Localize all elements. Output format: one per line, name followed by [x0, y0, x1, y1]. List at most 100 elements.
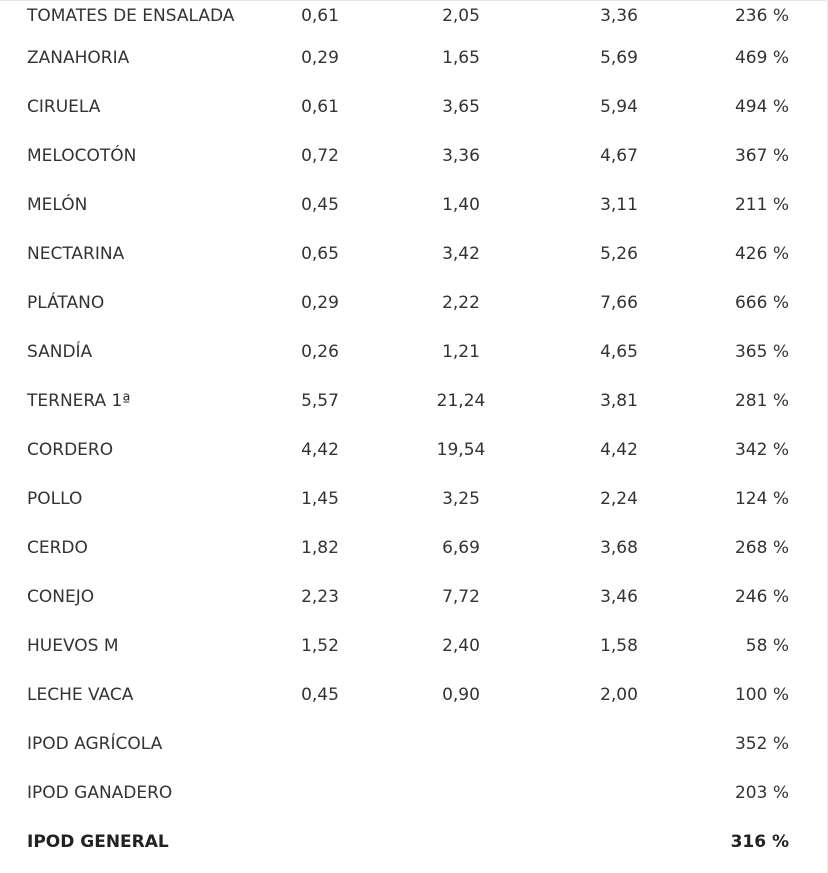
cell-percent-difference: 342 %: [734, 440, 789, 460]
cell-price-multiplier: [544, 720, 694, 769]
table-row: MELÓN 0,45 1,40 3,11 211 %: [0, 181, 826, 230]
cell-percent-difference: 367 %: [734, 146, 789, 166]
cell-product: PLÁTANO: [27, 293, 105, 313]
cell-origin-price: 0,45: [301, 685, 339, 705]
cell-percent-difference: 268 %: [734, 538, 789, 558]
table-row: TOMATES DE ENSALADA 0,61 2,05 3,36 236 %: [0, 0, 826, 34]
cell-percent-difference: 352 %: [734, 734, 789, 754]
table-row: POLLO 1,45 3,25 2,24 124 %: [0, 475, 826, 524]
cell-origin-price: 0,29: [301, 293, 339, 313]
table-row: SANDÍA 0,26 1,21 4,65 365 %: [0, 328, 826, 377]
cell-product: LECHE VACA: [27, 685, 134, 705]
table-row: NECTARINA 0,65 3,42 5,26 426 %: [0, 230, 826, 279]
cell-destination-price: 6,69: [442, 538, 480, 558]
cell-price-multiplier: 3,36: [600, 6, 638, 26]
cell-percent-difference: 58 %: [745, 636, 789, 656]
cell-product: TOMATES DE ENSALADA: [27, 6, 235, 26]
cell-origin-price: [262, 720, 378, 769]
cell-price-multiplier: 2,00: [600, 685, 638, 705]
cell-price-multiplier: 5,94: [600, 97, 638, 117]
cell-price-multiplier: [544, 818, 694, 867]
cell-origin-price: [262, 818, 378, 867]
cell-product: CIRUELA: [27, 97, 101, 117]
table-top-border: [0, 0, 826, 1]
cell-destination-price: 2,22: [442, 293, 480, 313]
cell-origin-price: 1,52: [301, 636, 339, 656]
cell-origin-price: 0,65: [301, 244, 339, 264]
cell-product: TERNERA 1ª: [27, 391, 131, 411]
table-row: CIRUELA 0,61 3,65 5,94 494 %: [0, 83, 826, 132]
table-row: CERDO 1,82 6,69 3,68 268 %: [0, 524, 826, 573]
cell-destination-price: 3,65: [442, 97, 480, 117]
cell-origin-price: 1,45: [301, 489, 339, 509]
cell-price-multiplier: 4,67: [600, 146, 638, 166]
table-row: LECHE VACA 0,45 0,90 2,00 100 %: [0, 671, 826, 720]
cell-percent-difference: 666 %: [734, 293, 789, 313]
table-row: PLÁTANO 0,29 2,22 7,66 666 %: [0, 279, 826, 328]
cell-percent-difference: 365 %: [734, 342, 789, 362]
cell-product: MELOCOTÓN: [27, 146, 137, 166]
cell-percent-difference: 494 %: [734, 97, 789, 117]
cell-percent-difference: 246 %: [734, 587, 789, 607]
cell-price-multiplier: 3,81: [600, 391, 638, 411]
cell-price-multiplier: 1,58: [600, 636, 638, 656]
cell-origin-price: 0,72: [301, 146, 339, 166]
cell-price-multiplier: 3,68: [600, 538, 638, 558]
cell-destination-price: 2,05: [442, 6, 480, 26]
cell-product: HUEVOS M: [27, 636, 119, 656]
cell-product: SANDÍA: [27, 342, 93, 362]
cell-origin-price: 0,26: [301, 342, 339, 362]
cell-price-multiplier: 5,26: [600, 244, 638, 264]
table-row: MELOCOTÓN 0,72 3,36 4,67 367 %: [0, 132, 826, 181]
cell-product: CONEJO: [27, 587, 95, 607]
cell-destination-price: 1,65: [442, 48, 480, 68]
cell-product: CERDO: [27, 538, 88, 558]
cell-percent-difference: 211 %: [734, 195, 789, 215]
cell-destination-price: 3,36: [442, 146, 480, 166]
cell-price-multiplier: 3,46: [600, 587, 638, 607]
cell-product: CORDERO: [27, 440, 114, 460]
cell-origin-price: 4,42: [301, 440, 339, 460]
cell-destination-price: 3,42: [442, 244, 480, 264]
cell-destination-price: 1,21: [442, 342, 480, 362]
table-row: CONEJO 2,23 7,72 3,46 246 %: [0, 573, 826, 622]
cell-percent-difference: 426 %: [734, 244, 789, 264]
table-row-total: IPOD GENERAL 316 %: [0, 818, 826, 867]
cell-destination-price: 19,54: [436, 440, 486, 460]
cell-product: IPOD GANADERO: [27, 783, 173, 803]
cell-origin-price: [262, 769, 378, 818]
cell-destination-price: 21,24: [436, 391, 486, 411]
table-row: HUEVOS M 1,52 2,40 1,58 58 %: [0, 622, 826, 671]
cell-destination-price: 0,90: [442, 685, 480, 705]
cell-origin-price: 0,61: [301, 6, 339, 26]
cell-origin-price: 2,23: [301, 587, 339, 607]
cell-percent-difference: 100 %: [734, 685, 789, 705]
cell-product: IPOD AGRÍCOLA: [27, 734, 163, 754]
cell-origin-price: 5,57: [301, 391, 339, 411]
cell-product: NECTARINA: [27, 244, 125, 264]
cell-destination-price: 7,72: [442, 587, 480, 607]
table-row: CORDERO 4,42 19,54 4,42 342 %: [0, 426, 826, 475]
cell-percent-difference: 469 %: [734, 48, 789, 68]
cell-origin-price: 0,29: [301, 48, 339, 68]
cell-destination-price: 3,25: [442, 489, 480, 509]
cell-percent-difference: 316 %: [730, 832, 789, 852]
cell-price-multiplier: 2,24: [600, 489, 638, 509]
cell-destination-price: [378, 720, 544, 769]
cell-origin-price: 1,82: [301, 538, 339, 558]
cell-destination-price: [378, 818, 544, 867]
table-row: IPOD GANADERO 203 %: [0, 769, 826, 818]
cell-percent-difference: 203 %: [734, 783, 789, 803]
cell-product: MELÓN: [27, 195, 88, 215]
cell-product: POLLO: [27, 489, 83, 509]
cell-price-multiplier: [544, 769, 694, 818]
cell-price-multiplier: 4,65: [600, 342, 638, 362]
cell-percent-difference: 281 %: [734, 391, 789, 411]
cell-origin-price: 0,61: [301, 97, 339, 117]
cell-percent-difference: 236 %: [734, 6, 789, 26]
table-row: IPOD AGRÍCOLA 352 %: [0, 720, 826, 769]
cell-destination-price: 1,40: [442, 195, 480, 215]
cell-product: ZANAHORIA: [27, 48, 130, 68]
cell-price-multiplier: 7,66: [600, 293, 638, 313]
